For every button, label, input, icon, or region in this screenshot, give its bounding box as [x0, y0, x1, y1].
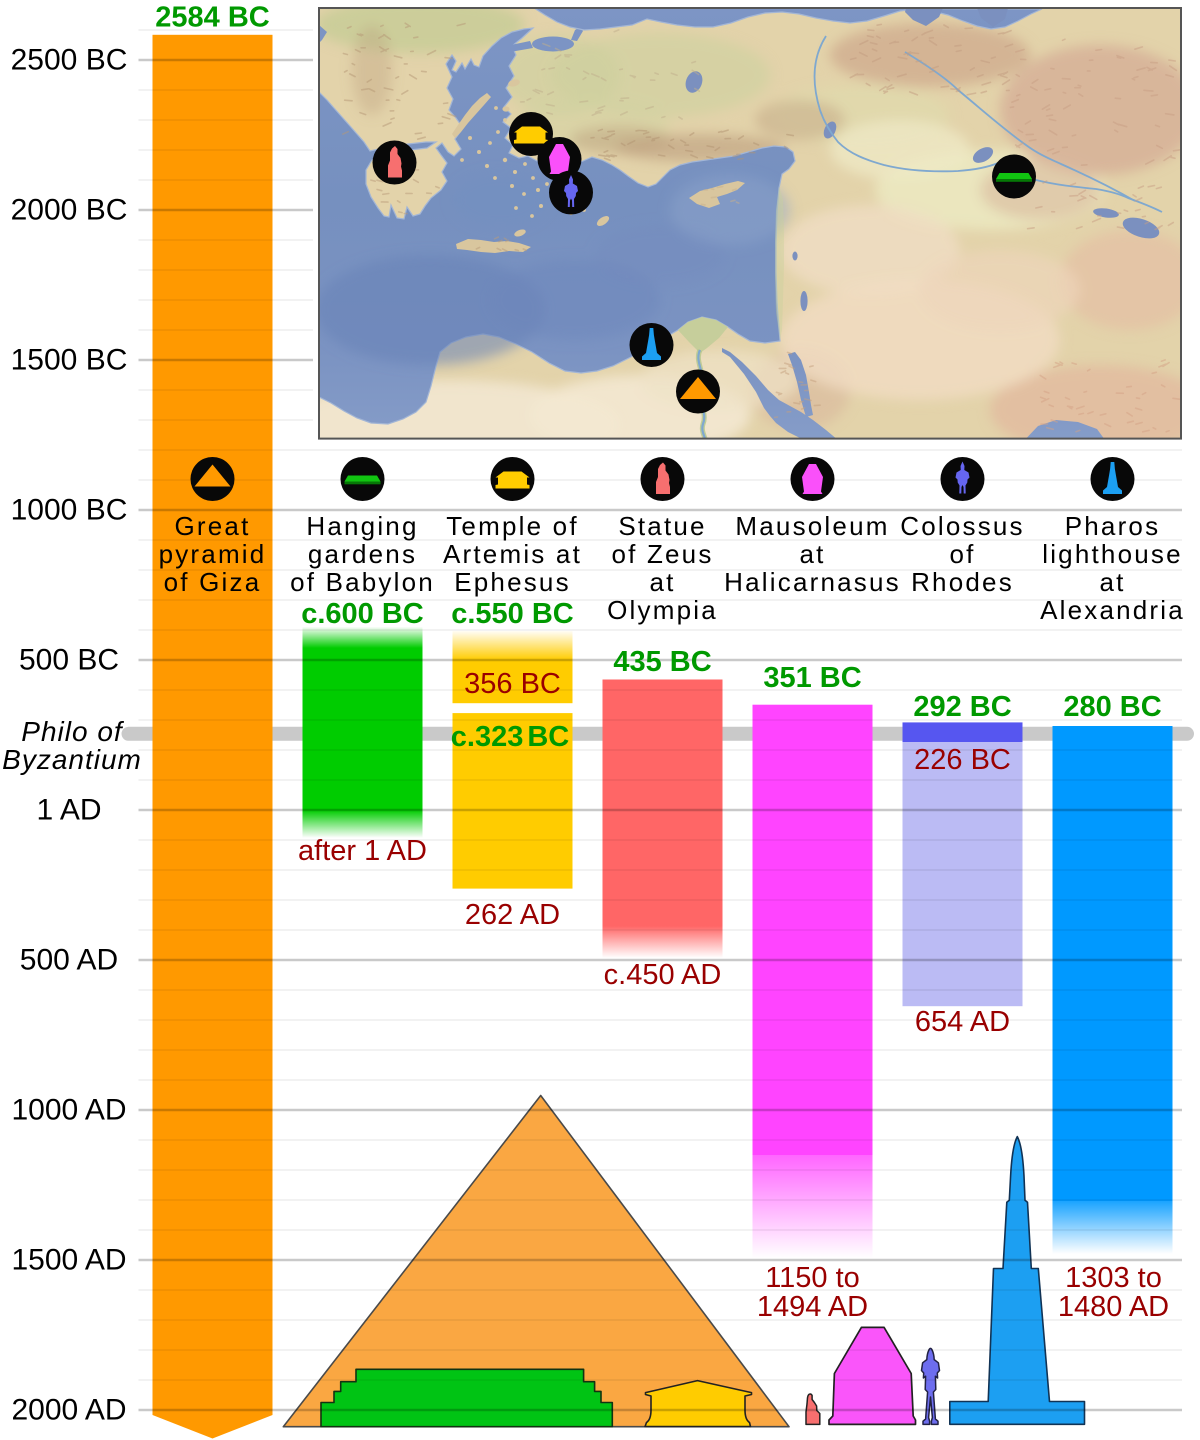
svg-text:1 AD: 1 AD	[36, 794, 101, 827]
svg-text:Colossus: Colossus	[900, 511, 1025, 541]
svg-text:2584 BC: 2584 BC	[155, 2, 270, 34]
svg-text:Philo of: Philo of	[21, 716, 125, 747]
svg-text:2500 BC: 2500 BC	[11, 44, 128, 77]
svg-text:Byzantium: Byzantium	[2, 744, 142, 775]
svg-text:1000 BC: 1000 BC	[11, 494, 128, 527]
svg-text:1500 AD: 1500 AD	[11, 1244, 126, 1277]
svg-text:500 AD: 500 AD	[20, 944, 118, 977]
svg-text:1480 AD: 1480 AD	[1058, 1291, 1169, 1323]
svg-text:lighthouse: lighthouse	[1042, 539, 1183, 569]
svg-text:gardens: gardens	[308, 539, 417, 569]
svg-text:1150 to: 1150 to	[765, 1262, 860, 1294]
svg-text:654 AD: 654 AD	[915, 1006, 1010, 1038]
svg-text:of: of	[949, 539, 975, 569]
svg-text:Olympia: Olympia	[607, 595, 718, 625]
svg-text:Great: Great	[174, 511, 250, 541]
svg-text:Halicarnasus: Halicarnasus	[724, 567, 901, 597]
svg-text:at: at	[1099, 567, 1125, 597]
svg-text:Pharos: Pharos	[1065, 511, 1161, 541]
svg-text:Rhodes: Rhodes	[911, 567, 1014, 597]
svg-text:c.550 BC: c.550 BC	[451, 598, 574, 630]
svg-text:226 BC: 226 BC	[914, 744, 1011, 776]
svg-text:2000 AD: 2000 AD	[11, 1394, 126, 1427]
svg-text:Ephesus: Ephesus	[454, 567, 571, 597]
svg-text:after 1 AD: after 1 AD	[298, 835, 427, 867]
svg-text:1494 AD: 1494 AD	[757, 1291, 868, 1323]
svg-text:1000 AD: 1000 AD	[11, 1094, 126, 1127]
svg-text:of Zeus: of Zeus	[611, 539, 713, 569]
svg-text:Mausoleum: Mausoleum	[735, 511, 889, 541]
svg-text:Temple of: Temple of	[446, 511, 579, 541]
svg-text:at: at	[649, 567, 675, 597]
svg-text:Alexandria: Alexandria	[1040, 595, 1185, 625]
svg-text:pyramid: pyramid	[159, 539, 267, 569]
svg-text:c.450 AD: c.450 AD	[604, 959, 722, 991]
svg-text:500 BC: 500 BC	[19, 644, 119, 677]
svg-text:at: at	[799, 539, 825, 569]
svg-text:Hanging: Hanging	[306, 511, 418, 541]
svg-text:1500 BC: 1500 BC	[11, 344, 128, 377]
svg-text:of Babylon: of Babylon	[290, 567, 435, 597]
svg-text:of Giza: of Giza	[164, 567, 262, 597]
svg-text:351 BC: 351 BC	[763, 662, 861, 694]
svg-text:1303 to: 1303 to	[1065, 1262, 1162, 1294]
svg-text:Statue: Statue	[618, 511, 706, 541]
svg-text:c.600 BC: c.600 BC	[301, 598, 424, 630]
svg-text:Artemis at: Artemis at	[443, 539, 582, 569]
svg-text:2000 BC: 2000 BC	[11, 194, 128, 227]
svg-text:262 AD: 262 AD	[465, 899, 560, 931]
svg-text:292 BC: 292 BC	[913, 691, 1011, 723]
svg-text:435 BC: 435 BC	[613, 646, 711, 678]
svg-text:280 BC: 280 BC	[1063, 691, 1161, 723]
svg-text:356 BC: 356 BC	[464, 668, 561, 700]
